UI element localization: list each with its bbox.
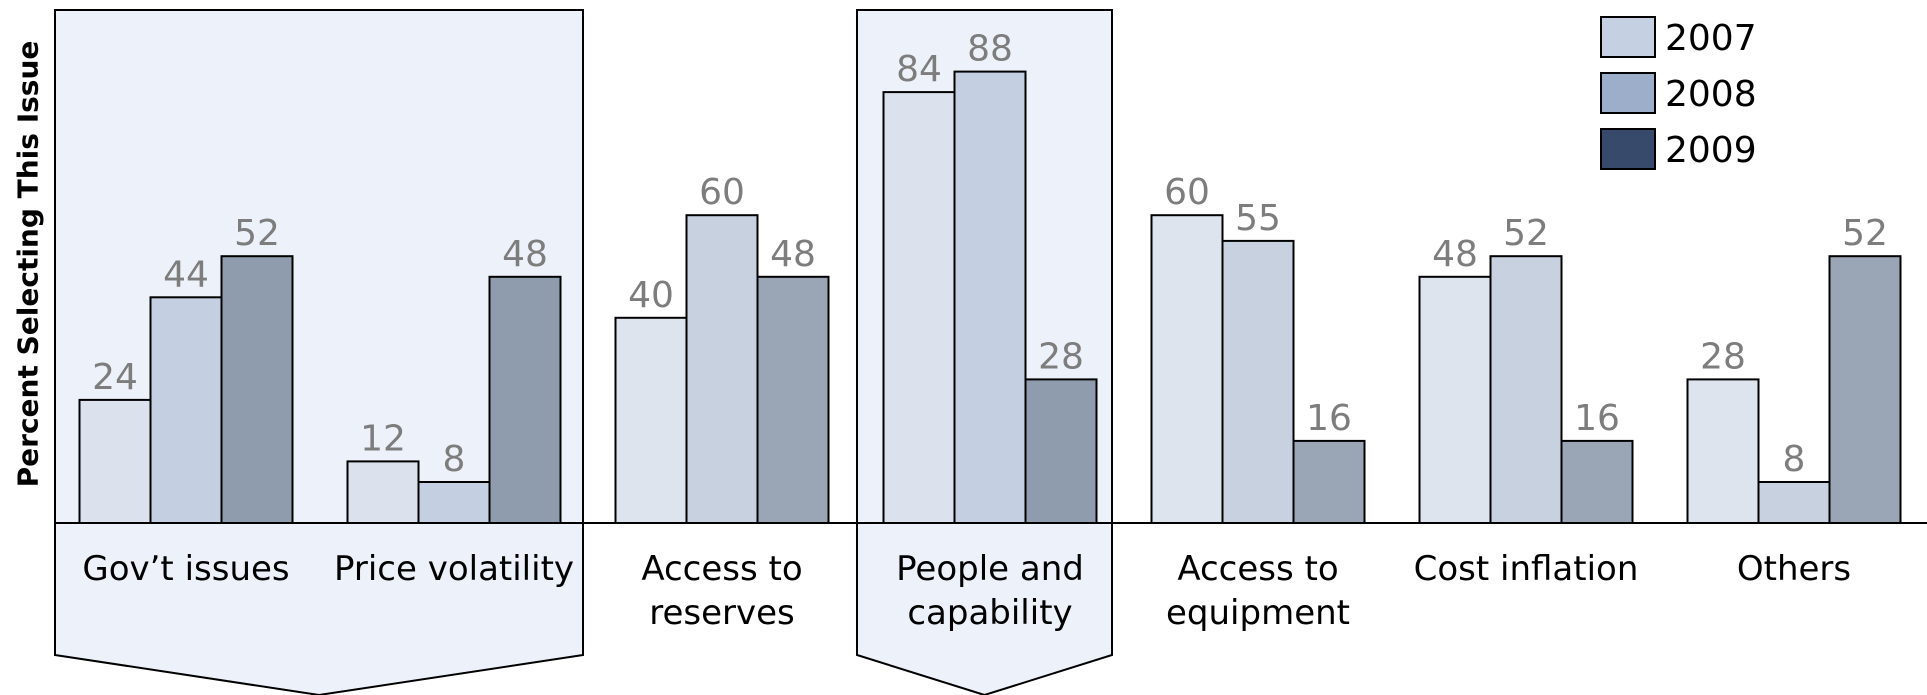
value-label-2008-3: 60 [699, 172, 745, 213]
value-label-2007-1: 24 [92, 357, 138, 398]
bar-2008-7 [1757, 481, 1831, 524]
bar-2007-1 [78, 398, 152, 524]
bar-2009-1 [220, 255, 294, 524]
value-label-2008-4: 88 [967, 29, 1013, 70]
legend-swatch-2008 [1600, 72, 1656, 114]
bar-2008-1 [149, 296, 223, 524]
bar-2009-2 [488, 275, 562, 524]
value-label-2007-3: 40 [628, 275, 674, 316]
value-label-2008-7: 8 [1783, 439, 1806, 480]
value-label-2009-2: 48 [502, 234, 548, 275]
category-label-3-line-2: reserves [649, 593, 795, 633]
category-label-4-line-2: capability [907, 593, 1072, 633]
value-label-2008-2: 8 [443, 439, 466, 480]
bar-2008-6 [1489, 255, 1563, 524]
bar-2007-5 [1150, 214, 1224, 524]
category-label-4-line-1: People and [896, 549, 1084, 589]
value-label-2009-4: 28 [1038, 336, 1084, 377]
bar-2007-3 [614, 316, 688, 524]
value-label-2008-5: 55 [1235, 198, 1281, 239]
bar-2009-6 [1560, 439, 1634, 524]
bar-2008-3 [685, 214, 759, 524]
value-label-2008-6: 52 [1503, 213, 1549, 254]
bar-2009-7 [1828, 255, 1902, 524]
value-label-2009-6: 16 [1574, 398, 1620, 439]
bar-2008-4 [953, 70, 1027, 524]
legend-swatch-2009 [1600, 128, 1656, 170]
bar-2007-2 [346, 460, 420, 524]
bar-2008-5 [1221, 239, 1295, 524]
bar-2009-3 [756, 275, 830, 524]
value-label-2009-3: 48 [770, 234, 816, 275]
legend-swatch-2007 [1600, 16, 1656, 58]
value-label-2009-5: 16 [1306, 398, 1352, 439]
category-label-5-line-2: equipment [1166, 593, 1350, 633]
bar-2008-2 [417, 481, 491, 524]
category-label-1: Gov’t issues [82, 549, 289, 589]
value-label-2007-4: 84 [896, 49, 942, 90]
bar-2007-4 [882, 91, 956, 524]
value-label-2009-7: 52 [1842, 213, 1888, 254]
bar-2009-5 [1292, 439, 1366, 524]
bar-2007-7 [1686, 378, 1760, 524]
legend-label-2008: 2008 [1665, 74, 1757, 115]
category-label-6: Cost inflation [1414, 549, 1639, 589]
category-label-7: Others [1737, 549, 1851, 589]
value-label-2009-1: 52 [234, 213, 280, 254]
value-label-2007-2: 12 [360, 418, 406, 459]
value-label-2007-5: 60 [1164, 172, 1210, 213]
value-label-2007-7: 28 [1700, 336, 1746, 377]
bar-2007-6 [1418, 275, 1492, 524]
value-label-2007-6: 48 [1432, 234, 1478, 275]
value-label-2008-1: 44 [163, 254, 209, 295]
legend-label-2007: 2007 [1665, 18, 1757, 59]
bar-2009-4 [1024, 378, 1098, 524]
category-label-3-line-1: Access to [641, 549, 802, 589]
category-label-5-line-1: Access to [1177, 549, 1338, 589]
legend-label-2009: 2009 [1665, 130, 1757, 171]
category-label-2: Price volatility [334, 549, 574, 589]
